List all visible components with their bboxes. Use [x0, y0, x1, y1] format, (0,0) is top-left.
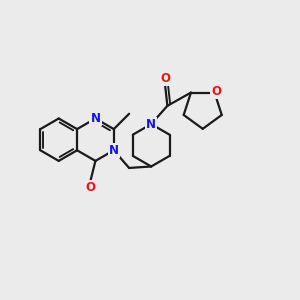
Text: O: O	[160, 72, 170, 85]
Text: N: N	[90, 112, 100, 125]
Text: N: N	[146, 118, 156, 130]
Text: O: O	[211, 85, 221, 98]
Text: N: N	[109, 144, 119, 157]
Text: O: O	[85, 182, 95, 194]
